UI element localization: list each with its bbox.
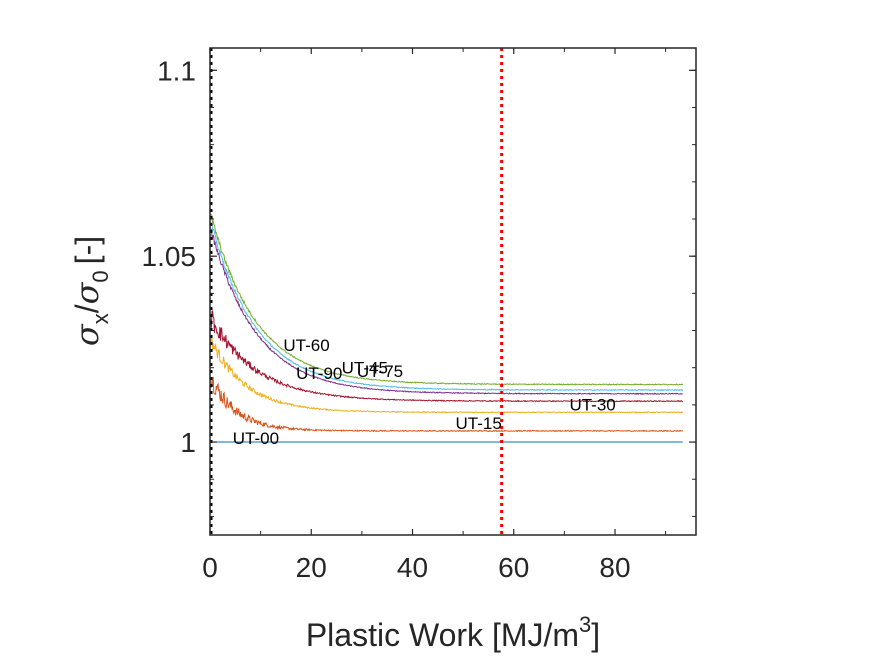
plot-area	[210, 48, 696, 535]
series-line-ut-45	[210, 228, 683, 395]
y-tick-label: 1	[180, 427, 196, 458]
series-label-ut-00: UT-00	[233, 429, 279, 448]
series-label-ut-60: UT-60	[283, 336, 329, 355]
plot-frame	[209, 47, 697, 536]
x-tick-label: 60	[498, 552, 529, 583]
series-label-ut-15: UT-15	[456, 414, 502, 433]
series-label-ut-45: UT-45	[342, 358, 388, 377]
x-tick-label: 0	[202, 552, 218, 583]
series-labels-layer: UT-00 UT-15 UT-30 UT-45 UT-60 UT-75 UT-90	[233, 336, 616, 448]
x-tick-label: 20	[296, 552, 327, 583]
series-line-ut-60	[210, 213, 684, 386]
ticks-layer: 0 20 40 60 80 1 1.05 1.1	[142, 48, 696, 583]
series-label-ut-90: UT-90	[296, 364, 342, 383]
x-tick-label: 40	[397, 552, 428, 583]
series-label-ut-30: UT-30	[569, 395, 615, 414]
x-axis-title: Plastic Work [MJ/m3]	[306, 612, 600, 653]
series-line-ut-30	[210, 334, 684, 414]
y-tick-label: 1.05	[142, 241, 197, 272]
series-layer	[210, 213, 684, 443]
series-line-ut-90	[210, 310, 683, 403]
x-tick-label: 80	[599, 552, 630, 583]
y-axis-title: σx/σ0[-]	[68, 236, 113, 346]
y-tick-label: 1.1	[157, 55, 196, 86]
series-line-ut-15	[210, 376, 684, 433]
series-line-ut-75	[210, 221, 684, 392]
series-label-ut-75: UT-75	[357, 362, 403, 381]
